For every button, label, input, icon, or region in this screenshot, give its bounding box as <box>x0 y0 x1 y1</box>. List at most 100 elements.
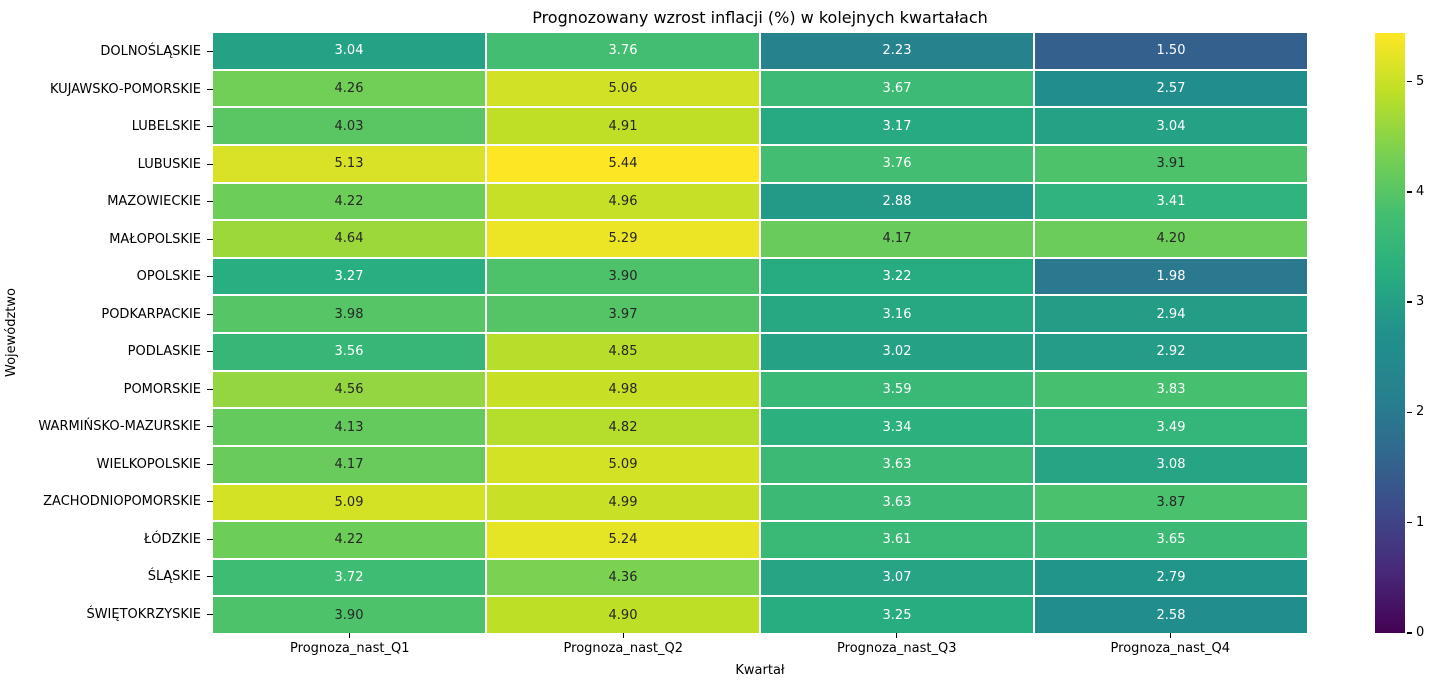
colorbar-tick-label: 2 <box>1416 404 1425 420</box>
y-tick-mark <box>207 538 213 540</box>
row-label: KUJAWSKO-POMORSKIE <box>49 81 201 97</box>
colorbar-tick-label: 5 <box>1416 73 1425 89</box>
heatmap-cell: 3.83 <box>1035 371 1307 408</box>
heatmap-cell: 5.44 <box>487 145 759 182</box>
heatmap-cell: 4.17 <box>213 446 485 483</box>
y-tick-mark <box>207 88 213 90</box>
y-tick-mark <box>207 51 213 53</box>
row-label: WIELKOPOLSKIE <box>96 456 201 472</box>
x-tick-mark <box>1169 633 1171 638</box>
row-label: LUBELSKIE <box>131 119 201 135</box>
y-tick-mark <box>207 201 213 203</box>
chart-title: Prognozowany wzrost inflacji (%) w kolej… <box>532 8 988 27</box>
heatmap-cell: 2.94 <box>1035 296 1307 332</box>
colorbar-tick-label: 4 <box>1416 183 1425 199</box>
row-label: ŚLĄSKIE <box>147 569 201 585</box>
heatmap-cell: 3.34 <box>761 409 1033 445</box>
heatmap-cell: 4.85 <box>487 334 759 370</box>
heatmap-cell: 4.22 <box>213 183 485 220</box>
heatmap-cell: 4.96 <box>487 183 759 220</box>
heatmap-cell: 4.99 <box>487 484 759 521</box>
row-label: ŁÓDZKIE <box>143 531 201 547</box>
colorbar-tick-mark <box>1407 301 1412 303</box>
column-label: Prognoza_nast_Q3 <box>837 641 957 656</box>
row-label-axis: DOLNOŚLĄSKIE KUJAWSKO-POMORSKIE LUBELSKIE L… <box>0 33 213 633</box>
heatmap-cell: 2.57 <box>1035 70 1307 107</box>
heatmap-cell: 4.82 <box>487 409 759 445</box>
heatmap-cell: 3.25 <box>761 597 1033 633</box>
heatmap-cell: 2.23 <box>761 33 1033 69</box>
row-label: ŚWIĘTOKRZYSKIE <box>86 606 201 622</box>
x-tick-mark <box>349 633 351 638</box>
heatmap-cell: 5.09 <box>213 484 485 521</box>
y-tick-mark <box>207 576 213 578</box>
heatmap-cell: 3.90 <box>213 597 485 633</box>
y-tick-mark <box>207 426 213 428</box>
heatmap-cell: 3.61 <box>761 522 1033 558</box>
colorbar-tick-label: 1 <box>1416 514 1425 530</box>
heatmap-cell: 3.16 <box>761 296 1033 332</box>
column-label: Prognoza_nast_Q2 <box>563 641 683 656</box>
heatmap-cell: 4.22 <box>213 522 485 558</box>
column-label: Prognoza_nast_Q1 <box>290 641 410 656</box>
heatmap-cell: 3.27 <box>213 258 485 295</box>
heatmap-cell: 3.49 <box>1035 409 1307 445</box>
heatmap-cell: 3.76 <box>487 33 759 69</box>
x-tick-mark <box>622 633 624 638</box>
x-tick-mark <box>896 633 898 638</box>
heatmap-cell: 4.26 <box>213 70 485 107</box>
row-label: MAŁOPOLSKIE <box>109 231 201 247</box>
colorbar-tick-mark <box>1407 191 1412 193</box>
heatmap-cell: 3.04 <box>1035 108 1307 144</box>
heatmap-cell: 1.50 <box>1035 33 1307 69</box>
y-tick-mark <box>207 163 213 165</box>
heatmap-cell: 4.03 <box>213 108 485 144</box>
heatmap-cell: 5.06 <box>487 70 759 107</box>
column-label: Prognoza_nast_Q4 <box>1110 641 1230 656</box>
heatmap-cell: 2.88 <box>761 183 1033 220</box>
heatmap-grid: 3.04 3.76 2.23 1.50 4.26 5.06 3.67 2.57 4.03 4.91… <box>213 33 1307 633</box>
heatmap-cell: 3.59 <box>761 371 1033 408</box>
heatmap-cell: 4.17 <box>761 221 1033 257</box>
heatmap-cell: 3.17 <box>761 108 1033 144</box>
heatmap-cell: 3.91 <box>1035 145 1307 182</box>
heatmap-cell: 4.56 <box>213 371 485 408</box>
heatmap-cell: 3.02 <box>761 334 1033 370</box>
colorbar-tick-mark <box>1407 522 1412 524</box>
row-label: PODKARPACKIE <box>101 306 201 322</box>
colorbar-tick-mark <box>1407 632 1412 634</box>
heatmap-cell: 5.24 <box>487 522 759 558</box>
heatmap-cell: 2.58 <box>1035 597 1307 633</box>
y-tick-mark <box>207 313 213 315</box>
heatmap-cell: 3.63 <box>761 446 1033 483</box>
row-label: OPOLSKIE <box>136 269 201 285</box>
row-label: DOLNOŚLĄSKIE <box>100 44 201 60</box>
heatmap-cell: 3.87 <box>1035 484 1307 521</box>
y-tick-mark <box>207 613 213 615</box>
heatmap-cell: 1.98 <box>1035 258 1307 295</box>
heatmap-cell: 3.72 <box>213 559 485 596</box>
heatmap-cell: 2.79 <box>1035 559 1307 596</box>
colorbar <box>1375 33 1405 633</box>
heatmap-cell: 5.29 <box>487 221 759 257</box>
heatmap-cell: 5.13 <box>213 145 485 182</box>
heatmap-cell: 4.90 <box>487 597 759 633</box>
column-label-axis: Prognoza_nast_Q1 Prognoza_nast_Q2 Prognoza… <box>213 633 1307 663</box>
row-label: POMORSKIE <box>123 381 201 397</box>
y-tick-mark <box>207 388 213 390</box>
heatmap-cell: 4.36 <box>487 559 759 596</box>
y-tick-mark <box>207 463 213 465</box>
heatmap-cell: 2.92 <box>1035 334 1307 370</box>
heatmap-cell: 3.08 <box>1035 446 1307 483</box>
heatmap-cell: 3.65 <box>1035 522 1307 558</box>
colorbar-tick-mark <box>1407 411 1412 414</box>
heatmap-cell: 4.64 <box>213 221 485 257</box>
heatmap-cell: 3.76 <box>761 145 1033 182</box>
heatmap-cell: 3.90 <box>487 258 759 295</box>
y-tick-mark <box>207 501 213 503</box>
colorbar-tick-axis: 0 1 2 3 4 5 <box>1405 33 1433 640</box>
colorbar-tick-mark <box>1407 80 1412 83</box>
y-tick-mark <box>207 276 213 278</box>
y-tick-mark <box>207 238 213 240</box>
heatmap-cell: 3.56 <box>213 334 485 370</box>
